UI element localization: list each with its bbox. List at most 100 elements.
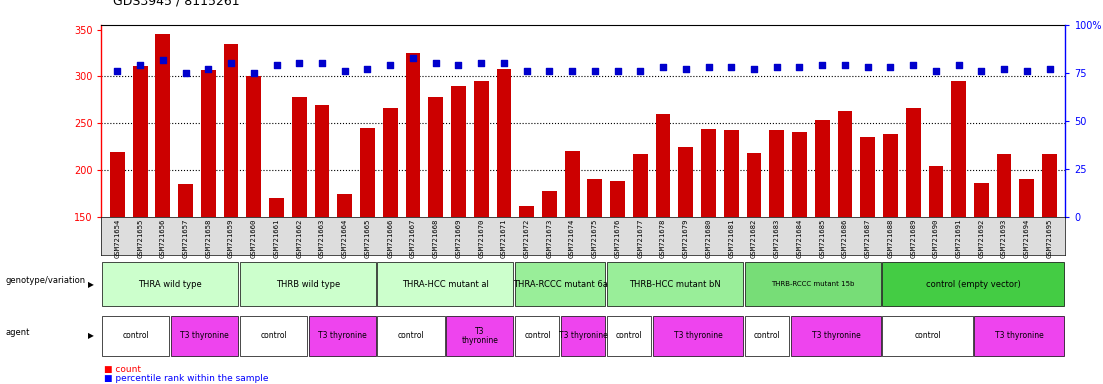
Bar (884, 134, 898, 358)
Text: GSM721687: GSM721687 (865, 219, 870, 258)
Text: GSM721688: GSM721688 (888, 219, 893, 258)
Text: ▶: ▶ (87, 331, 94, 341)
Text: GSM721665: GSM721665 (364, 219, 371, 258)
Text: T3 thyronine: T3 thyronine (181, 331, 229, 341)
Text: GSM721693: GSM721693 (1002, 219, 1007, 258)
Bar (515, 316, 559, 356)
Text: GSM721690: GSM721690 (933, 219, 939, 258)
Bar (447, 316, 514, 356)
Text: GSM721658: GSM721658 (205, 219, 212, 258)
Bar (565, 151, 579, 358)
Text: control: control (914, 331, 941, 341)
Bar (997, 154, 1011, 358)
Bar (246, 76, 261, 358)
Bar (474, 81, 489, 358)
Bar (338, 194, 352, 358)
Text: GSM721660: GSM721660 (250, 219, 257, 258)
Point (336, 68, 354, 74)
Text: GSM721666: GSM721666 (387, 219, 394, 258)
Bar (269, 198, 283, 358)
Point (382, 62, 399, 68)
Text: GSM721663: GSM721663 (319, 219, 325, 258)
Bar (745, 316, 789, 356)
Bar (428, 97, 443, 358)
Bar (201, 70, 216, 358)
Bar (179, 184, 193, 358)
Bar (383, 108, 397, 358)
Bar (101, 262, 238, 306)
Text: GDS3945 / 8115261: GDS3945 / 8115261 (113, 0, 239, 8)
Point (495, 60, 513, 66)
Point (746, 66, 763, 72)
Point (200, 66, 217, 72)
Text: control: control (615, 331, 643, 341)
Text: GSM721672: GSM721672 (524, 219, 529, 258)
Text: control: control (260, 331, 287, 341)
Point (358, 66, 376, 72)
Point (427, 60, 445, 66)
Text: GSM721678: GSM721678 (660, 219, 666, 258)
Text: GSM721675: GSM721675 (592, 219, 598, 258)
Text: GSM721659: GSM721659 (228, 219, 234, 258)
Point (859, 64, 877, 70)
Bar (314, 104, 330, 358)
Bar (520, 206, 534, 358)
Text: control: control (398, 331, 425, 341)
Text: T3
thyronine: T3 thyronine (462, 327, 499, 345)
Bar (610, 181, 625, 358)
Point (699, 64, 717, 70)
Point (632, 68, 650, 74)
Text: GSM721679: GSM721679 (683, 219, 688, 258)
Bar (974, 316, 1064, 356)
Point (268, 62, 286, 68)
Point (609, 68, 627, 74)
Point (836, 62, 854, 68)
Point (313, 60, 331, 66)
Point (973, 68, 990, 74)
Text: GSM721654: GSM721654 (115, 219, 120, 258)
Bar (929, 166, 943, 358)
Text: GSM721669: GSM721669 (456, 219, 461, 258)
Text: control: control (753, 331, 781, 341)
Text: GSM721677: GSM721677 (638, 219, 643, 258)
Bar (974, 183, 988, 358)
Point (517, 68, 535, 74)
Bar (515, 262, 606, 306)
Bar (837, 111, 853, 358)
Text: GSM721685: GSM721685 (820, 219, 825, 258)
Bar (653, 316, 743, 356)
Text: GSM721667: GSM721667 (410, 219, 416, 258)
Point (154, 56, 172, 63)
Bar (156, 34, 170, 358)
Bar (747, 153, 761, 358)
Text: GSM721656: GSM721656 (160, 219, 165, 258)
Bar (951, 81, 966, 358)
Bar (239, 262, 376, 306)
Text: GSM721655: GSM721655 (137, 219, 143, 258)
Point (928, 68, 945, 74)
Text: T3 thyronine: T3 thyronine (559, 331, 608, 341)
Bar (815, 121, 829, 358)
Text: ■ percentile rank within the sample: ■ percentile rank within the sample (104, 374, 268, 383)
Bar (745, 262, 880, 306)
Point (881, 64, 899, 70)
Text: GSM721673: GSM721673 (546, 219, 553, 258)
Text: GSM721682: GSM721682 (751, 219, 757, 258)
Bar (607, 262, 743, 306)
Bar (607, 316, 651, 356)
Text: GSM721691: GSM721691 (955, 219, 962, 258)
Text: THRB wild type: THRB wild type (276, 280, 340, 289)
Text: agent: agent (6, 328, 30, 337)
Text: T3 thyronine: T3 thyronine (674, 331, 722, 341)
Text: THRB-RCCC mutant 15b: THRB-RCCC mutant 15b (771, 281, 855, 287)
Text: GSM721657: GSM721657 (183, 219, 189, 258)
Point (290, 60, 308, 66)
Text: GSM721694: GSM721694 (1024, 219, 1030, 258)
Bar (542, 191, 557, 358)
Bar (224, 44, 238, 358)
Point (176, 70, 194, 76)
Text: GSM721683: GSM721683 (773, 219, 780, 258)
Bar (882, 316, 973, 356)
Bar (377, 316, 445, 356)
Bar (360, 128, 375, 358)
